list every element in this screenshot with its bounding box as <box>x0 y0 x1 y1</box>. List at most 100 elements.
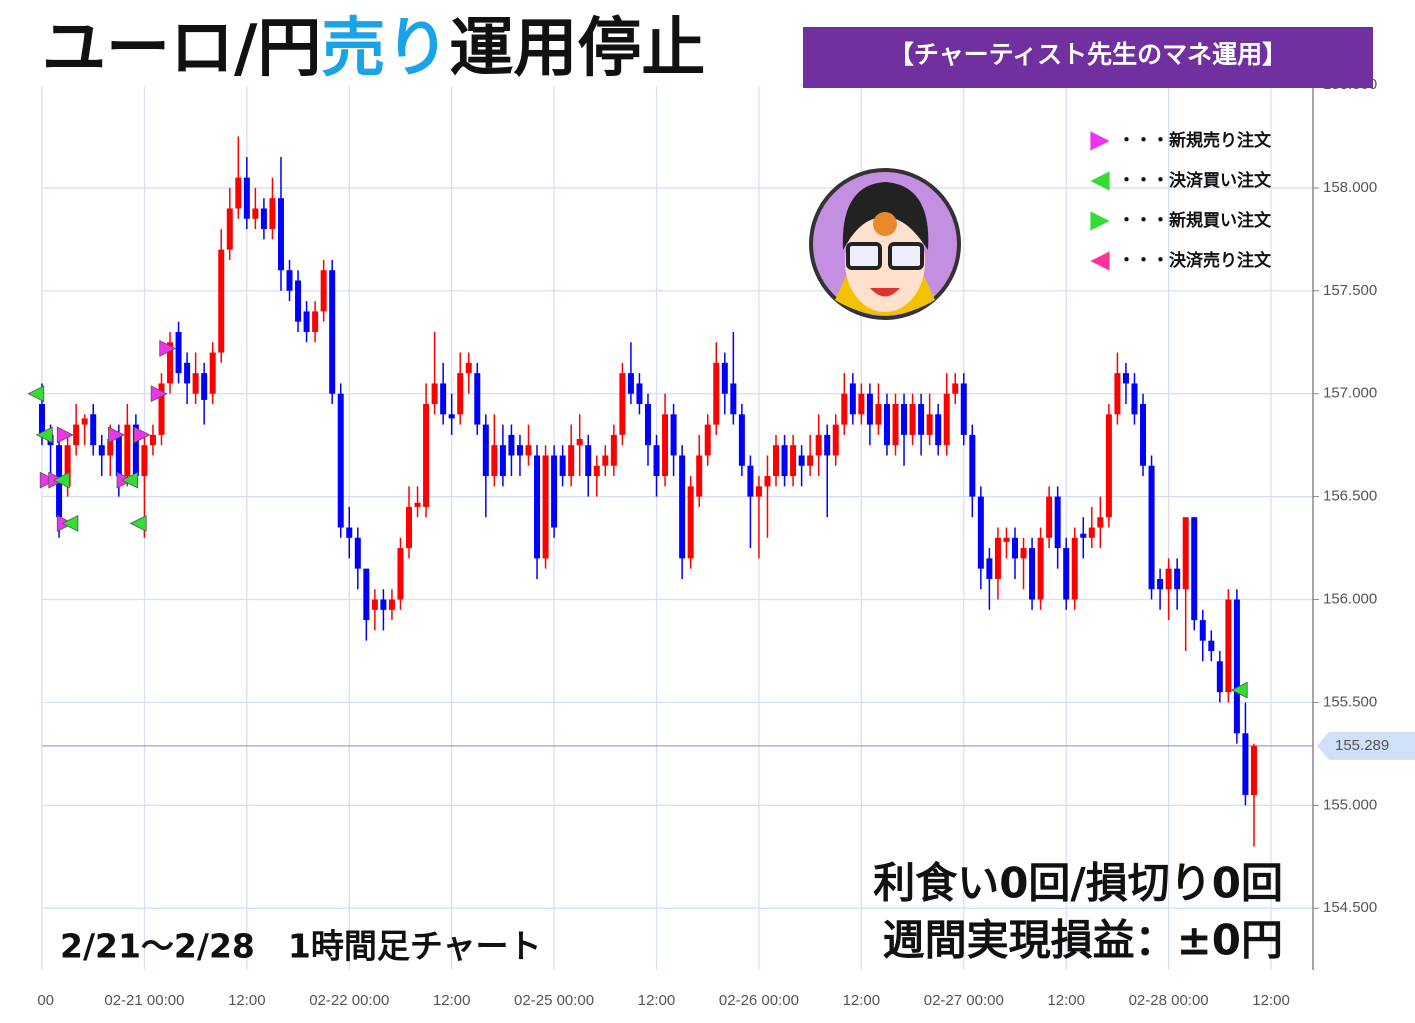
candle-body <box>149 434 156 446</box>
candle-body <box>730 383 737 415</box>
x-tick-label: 12:00 <box>1252 992 1290 1009</box>
candle-body <box>354 537 361 569</box>
order-marker <box>129 514 147 532</box>
candle-body <box>474 373 481 425</box>
candle-body <box>875 404 882 425</box>
candle-body <box>431 383 438 405</box>
x-tick-label: 12:00 <box>433 992 471 1009</box>
candles <box>27 136 1257 847</box>
candle-body <box>1250 745 1257 796</box>
candle-body <box>346 527 353 538</box>
candle-body <box>1054 496 1061 549</box>
candle-body <box>952 383 959 394</box>
last-price-tag <box>1317 731 1415 760</box>
y-tick-label: 157.500 <box>1323 282 1377 299</box>
candle-body <box>1037 537 1044 600</box>
candle-body <box>542 455 549 559</box>
overlay: ユーロ/円売り運用停止 【チャーティスト先生のマネ運用】 ・・・新規売り注文・・… <box>0 0 1373 966</box>
candle-body <box>764 476 771 487</box>
candle-body <box>81 418 88 425</box>
candle-body <box>977 496 984 569</box>
candle-body <box>115 434 122 477</box>
order-marker <box>159 339 177 357</box>
candle-body <box>98 445 105 456</box>
candle-body <box>841 393 848 425</box>
candle-body <box>790 445 797 477</box>
legend-label: ・・・決済買い注文 <box>1118 170 1272 191</box>
candle-body <box>960 383 967 435</box>
x-tick-label: 02-21 00:00 <box>104 992 184 1009</box>
candle-body <box>73 424 80 446</box>
candle-body <box>1233 599 1240 734</box>
candle-body <box>201 373 208 400</box>
candle-body <box>986 558 993 579</box>
candle-body <box>610 434 617 466</box>
candle-body <box>644 404 651 446</box>
y-tick-label: 156.500 <box>1323 488 1377 505</box>
order-marker <box>56 426 74 444</box>
candle-body <box>1071 537 1078 600</box>
candle-body <box>1242 733 1249 796</box>
y-tick-label: 157.000 <box>1323 385 1377 402</box>
candle-body <box>423 404 430 507</box>
candle-body <box>738 414 745 466</box>
candle-body <box>508 434 515 456</box>
legend-marker <box>1090 131 1110 151</box>
candle-body <box>269 198 276 230</box>
banner-text: 【チャーティスト先生のマネ運用】 <box>889 40 1287 69</box>
candle-body <box>807 455 814 466</box>
candle-body <box>627 373 634 394</box>
x-tick-label: 02-22 00:00 <box>309 992 389 1009</box>
candle-body <box>747 465 754 497</box>
y-tick-label: 154.500 <box>1323 899 1377 916</box>
candle-body <box>721 362 728 394</box>
candle-body <box>371 599 378 610</box>
order-marker <box>61 514 79 532</box>
candle-body <box>363 568 370 621</box>
candle-body <box>781 445 788 477</box>
candle-body <box>167 342 174 384</box>
x-tick-label: 12:00 <box>638 992 676 1009</box>
y-tick-label: 156.000 <box>1323 591 1377 608</box>
candle-body <box>994 537 1001 579</box>
candle-body <box>1088 527 1095 538</box>
x-tick-label: 12:00 <box>1047 992 1085 1009</box>
candle-body <box>713 362 720 425</box>
candle-body <box>218 249 225 353</box>
title-backdrop <box>0 0 800 86</box>
candle-body <box>815 434 822 456</box>
avatar-mouth <box>870 288 900 297</box>
candle-body <box>337 393 344 528</box>
candle-body <box>39 404 45 435</box>
candle-body <box>243 177 250 219</box>
legend-label: ・・・決済売り注文 <box>1118 250 1272 271</box>
last-price-label: 155.289 <box>1335 737 1389 754</box>
order-marker <box>121 471 139 489</box>
x-tick-label: 02-25 00:00 <box>514 992 594 1009</box>
candle-body <box>1208 640 1215 651</box>
candle-body <box>943 393 950 446</box>
candle-body <box>883 404 890 446</box>
candle-body <box>1199 620 1206 641</box>
candle-body <box>696 455 703 497</box>
candle-body <box>1080 533 1087 538</box>
candle-body <box>926 414 933 435</box>
candle-body <box>662 414 669 477</box>
candle-body <box>192 373 199 394</box>
candle-body <box>551 455 558 528</box>
candle-body <box>798 455 805 466</box>
avatar-pet <box>873 212 897 236</box>
candle-body <box>491 445 498 477</box>
candle-body <box>1063 548 1070 600</box>
candle-body <box>1157 578 1164 590</box>
legend-marker <box>1090 211 1110 231</box>
order-marker <box>52 471 70 489</box>
candle-body <box>209 352 216 394</box>
x-tick-label: 02-27 00:00 <box>924 992 1004 1009</box>
avatar-face <box>845 212 925 312</box>
period-note: 2/21～2/28 1時間足チャート <box>60 927 542 966</box>
candle-body <box>132 424 139 477</box>
candle-body <box>440 383 447 415</box>
title-part: 運用停止 <box>449 12 705 86</box>
